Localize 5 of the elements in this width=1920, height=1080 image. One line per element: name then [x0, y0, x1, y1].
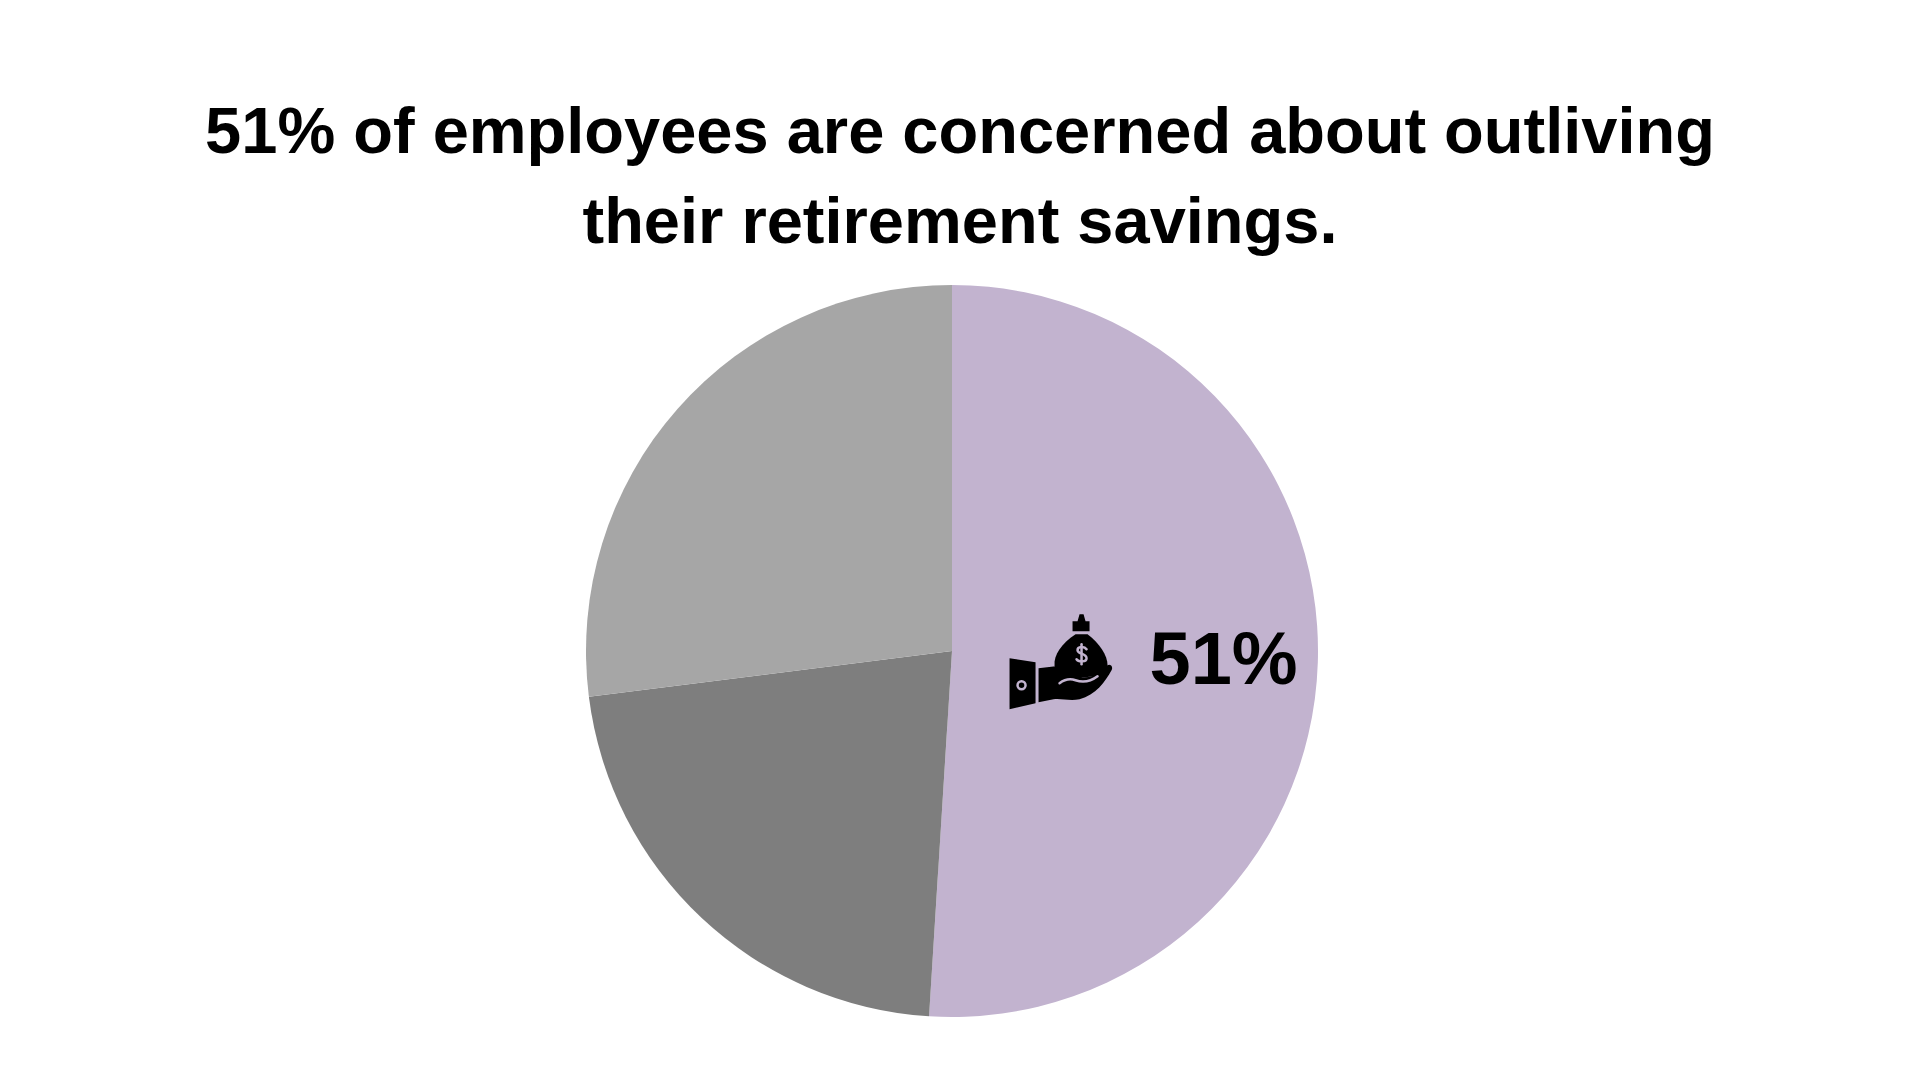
pie-slice — [586, 285, 952, 697]
chart-title: 51% of employees are concerned about outliving their retirement savings. — [205, 94, 1715, 257]
pie-slice — [588, 651, 952, 1017]
pie-slice — [929, 285, 1318, 1017]
data-label: 51% — [1149, 617, 1298, 701]
